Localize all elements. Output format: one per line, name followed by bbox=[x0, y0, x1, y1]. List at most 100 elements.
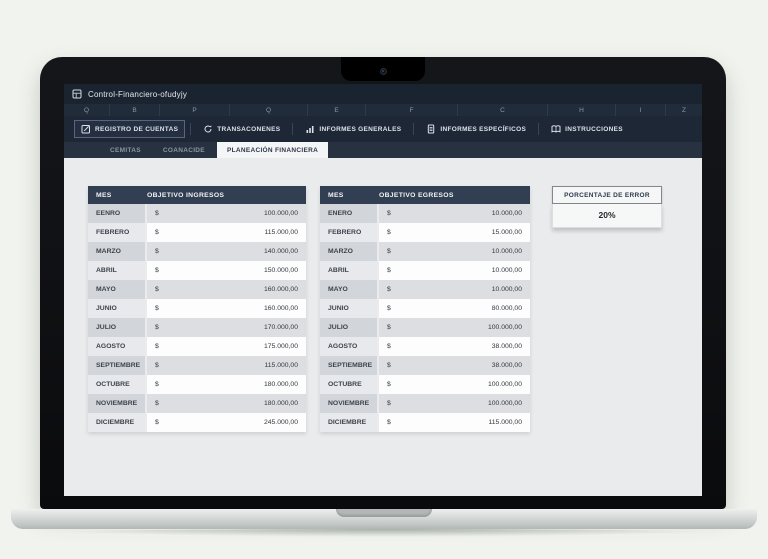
amount: 140.000,00 bbox=[263, 248, 298, 255]
month-cell[interactable]: JULIO bbox=[88, 318, 145, 337]
currency-symbol: $ bbox=[155, 267, 159, 274]
month-cell[interactable]: NOVIEMBRE bbox=[88, 394, 145, 413]
month-cell[interactable]: FEBRERO bbox=[88, 223, 145, 242]
month-cell[interactable]: OCTUBRE bbox=[320, 375, 377, 394]
registro-de-cuentas-button[interactable]: REGISTRO DE CUENTAS bbox=[74, 120, 186, 138]
value-cell[interactable]: $ 180.000,00 bbox=[147, 375, 306, 394]
month-cell[interactable]: MARZO bbox=[320, 242, 377, 261]
month-cell[interactable]: FEBRERO bbox=[320, 223, 377, 242]
amount: 150.000,00 bbox=[263, 267, 298, 274]
button-label: INFORMES ESPECÍFICOS bbox=[440, 125, 527, 133]
value-cell[interactable]: $ 160.000,00 bbox=[147, 299, 306, 318]
amount: 10.000,00 bbox=[491, 267, 522, 274]
month-cell[interactable]: ENERO bbox=[320, 204, 377, 223]
month-cell[interactable]: DICIEMBRE bbox=[88, 413, 145, 432]
table-row: AGOSTO $ 38.000,00 bbox=[320, 337, 530, 356]
error-box-value[interactable]: 20% bbox=[552, 204, 662, 228]
currency-symbol: $ bbox=[387, 286, 391, 293]
month-cell[interactable]: ABRIL bbox=[320, 261, 377, 280]
table-row: DICIEMBRE $ 115.000,00 bbox=[320, 413, 530, 432]
column-header[interactable]: C bbox=[458, 104, 548, 116]
app-window: Control-Financiero-ofudyjy Q B P Q E F C… bbox=[64, 84, 702, 496]
amount: 115.000,00 bbox=[488, 419, 522, 426]
value-cell[interactable]: $ 115.000,00 bbox=[379, 413, 530, 432]
value-cell[interactable]: $ 180.000,00 bbox=[147, 394, 306, 413]
egresos-table-header: MES OBJETIVO EGRESOS bbox=[320, 186, 530, 204]
column-header[interactable]: Z bbox=[682, 106, 686, 114]
informes-generales-button[interactable]: INFORMES GENERALES bbox=[298, 120, 408, 138]
value-cell[interactable]: $ 38.000,00 bbox=[379, 337, 530, 356]
month-cell[interactable]: MARZO bbox=[88, 242, 145, 261]
laptop-base bbox=[11, 509, 757, 529]
table-row: EENRO $ 100.000,00 bbox=[88, 204, 306, 223]
value-cell[interactable]: $ 100.000,00 bbox=[379, 318, 530, 337]
column-header[interactable]: B bbox=[110, 104, 160, 116]
toolbar-divider bbox=[292, 123, 294, 135]
value-cell[interactable]: $ 245.000,00 bbox=[147, 413, 306, 432]
error-box-title: PORCENTAJE DE ERROR bbox=[552, 186, 662, 204]
month-cell[interactable]: JUNIO bbox=[88, 299, 145, 318]
value-cell[interactable]: $ 115.000,00 bbox=[147, 223, 306, 242]
value-cell[interactable]: $ 175.000,00 bbox=[147, 337, 306, 356]
month-cell[interactable]: MAYO bbox=[320, 280, 377, 299]
month-cell[interactable]: OCTUBRE bbox=[88, 375, 145, 394]
month-cell[interactable]: JULIO bbox=[320, 318, 377, 337]
currency-symbol: $ bbox=[155, 286, 159, 293]
table-row: JUNIO $ 80.000,00 bbox=[320, 299, 530, 318]
table-row: MAYO $ 160.000,00 bbox=[88, 280, 306, 299]
value-cell[interactable]: $ 10.000,00 bbox=[379, 280, 530, 299]
toolbar-divider bbox=[413, 123, 415, 135]
tab-coanacide[interactable]: COANACIDE bbox=[162, 146, 205, 154]
currency-symbol: $ bbox=[155, 362, 159, 369]
month-cell[interactable]: AGOSTO bbox=[88, 337, 145, 356]
month-cell[interactable]: ABRIL bbox=[88, 261, 145, 280]
column-header[interactable]: E bbox=[308, 104, 366, 116]
column-header[interactable]: Q bbox=[64, 104, 110, 116]
tab-cemitas[interactable]: CEMITAS bbox=[110, 146, 141, 154]
value-cell[interactable]: $ 100.000,00 bbox=[147, 204, 306, 223]
value-cell[interactable]: $ 140.000,00 bbox=[147, 242, 306, 261]
value-cell[interactable]: $ 100.000,00 bbox=[379, 375, 530, 394]
month-cell[interactable]: MAYO bbox=[88, 280, 145, 299]
value-cell[interactable]: $ 38.000,00 bbox=[379, 356, 530, 375]
amount: 180.000,00 bbox=[263, 400, 298, 407]
value-cell[interactable]: $ 10.000,00 bbox=[379, 242, 530, 261]
column-header[interactable]: F bbox=[366, 104, 458, 116]
table-row: ABRIL $ 150.000,00 bbox=[88, 261, 306, 280]
instrucciones-button[interactable]: INSTRUCCIONES bbox=[544, 120, 630, 138]
currency-symbol: $ bbox=[387, 419, 391, 426]
column-header[interactable]: Q bbox=[230, 104, 308, 116]
currency-symbol: $ bbox=[387, 305, 391, 312]
informes-especificos-button[interactable]: INFORMES ESPECÍFICOS bbox=[419, 120, 533, 138]
table-row: NOVIEMBRE $ 180.000,00 bbox=[88, 394, 306, 413]
amount: 10.000,00 bbox=[491, 248, 522, 255]
column-header[interactable]: P bbox=[160, 104, 230, 116]
value-cell[interactable]: $ 160.000,00 bbox=[147, 280, 306, 299]
value-cell[interactable]: $ 10.000,00 bbox=[379, 204, 530, 223]
value-cell[interactable]: $ 10.000,00 bbox=[379, 261, 530, 280]
month-cell[interactable]: JUNIO bbox=[320, 299, 377, 318]
window-titlebar: Control-Financiero-ofudyjy bbox=[64, 84, 702, 104]
currency-symbol: $ bbox=[387, 229, 391, 236]
objetivo-egresos-column-header: OBJETIVO EGRESOS bbox=[379, 191, 454, 199]
transacciones-button[interactable]: TRANSACONENES bbox=[196, 120, 287, 138]
value-cell[interactable]: $ 80.000,00 bbox=[379, 299, 530, 318]
month-cell[interactable]: DICIEMBRE bbox=[320, 413, 377, 432]
amount: 160.000,00 bbox=[263, 305, 298, 312]
tab-planeacion-financiera[interactable]: PLANEACIÓN FINANCIERA bbox=[216, 142, 329, 158]
column-header[interactable]: I bbox=[616, 104, 666, 116]
month-cell[interactable]: EENRO bbox=[88, 204, 145, 223]
month-cell[interactable]: SEPTIEMBRE bbox=[320, 356, 377, 375]
objetivo-ingresos-column-header: OBJETIVO INGRESOS bbox=[147, 191, 225, 199]
value-cell[interactable]: $ 150.000,00 bbox=[147, 261, 306, 280]
value-cell[interactable]: $ 100.000,00 bbox=[379, 394, 530, 413]
webcam-icon bbox=[379, 68, 387, 75]
month-cell[interactable]: NOVIEMBRE bbox=[320, 394, 377, 413]
value-cell[interactable]: $ 170.000,00 bbox=[147, 318, 306, 337]
error-percentage-box: PORCENTAJE DE ERROR 20% bbox=[552, 186, 662, 228]
month-cell[interactable]: AGOSTO bbox=[320, 337, 377, 356]
value-cell[interactable]: $ 115.000,00 bbox=[147, 356, 306, 375]
column-header[interactable]: H bbox=[548, 104, 616, 116]
value-cell[interactable]: $ 15.000,00 bbox=[379, 223, 530, 242]
month-cell[interactable]: SEPTIEMBRE bbox=[88, 356, 145, 375]
